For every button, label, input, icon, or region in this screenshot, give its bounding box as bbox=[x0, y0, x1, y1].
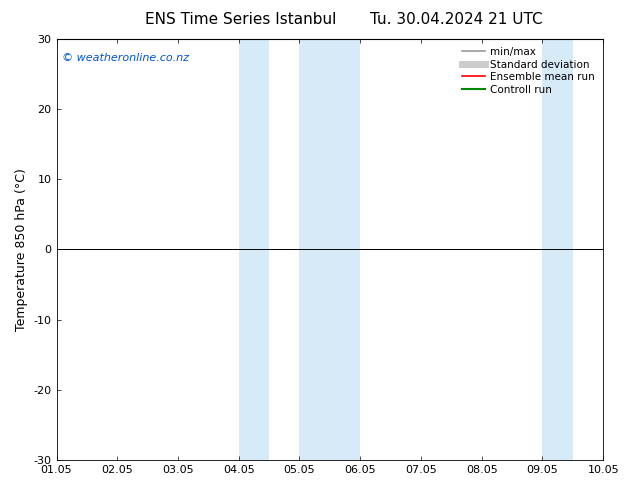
Bar bbox=[239, 39, 269, 460]
Bar bbox=[603, 39, 633, 460]
Y-axis label: Temperature 850 hPa (°C): Temperature 850 hPa (°C) bbox=[15, 168, 28, 331]
Bar bbox=[543, 39, 573, 460]
Text: Tu. 30.04.2024 21 UTC: Tu. 30.04.2024 21 UTC bbox=[370, 12, 543, 27]
Legend: min/max, Standard deviation, Ensemble mean run, Controll run: min/max, Standard deviation, Ensemble me… bbox=[459, 44, 598, 98]
Text: © weatheronline.co.nz: © weatheronline.co.nz bbox=[62, 53, 189, 63]
Bar bbox=[299, 39, 360, 460]
Text: ENS Time Series Istanbul: ENS Time Series Istanbul bbox=[145, 12, 337, 27]
